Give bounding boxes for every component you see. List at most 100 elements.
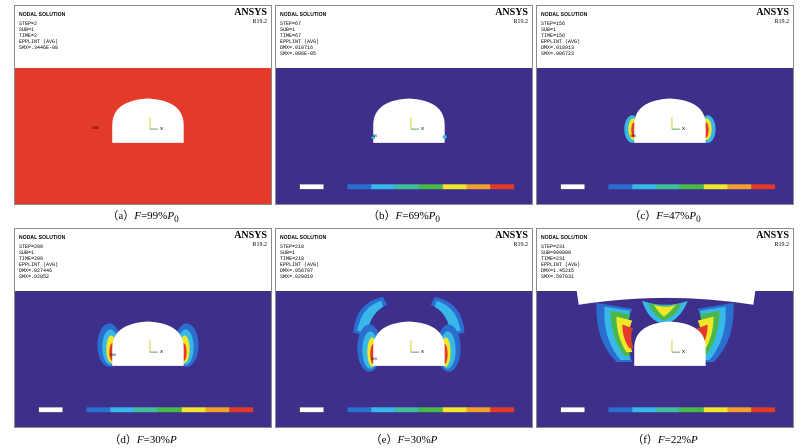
contour-field: X MX — [537, 68, 793, 204]
version-label: R19.2 — [252, 19, 267, 25]
panel-header: NODAL SOLUTION STEP=156 SUB=1 TIME=156 E… — [537, 6, 793, 68]
version-label: R19.2 — [252, 242, 267, 248]
info-line: STEP=218 — [280, 244, 305, 250]
version-label: R19.2 — [774, 242, 789, 248]
info-line: EPPLINT (AVG) — [541, 39, 581, 45]
tunnel-opening — [112, 321, 184, 366]
marker-label: MX — [110, 352, 116, 357]
caption-f: （f）F=22%P — [632, 434, 698, 446]
marker-label: MX — [630, 133, 636, 138]
info-line: TIME=231 — [541, 256, 566, 262]
panel-title: NODAL SOLUTION — [19, 235, 66, 241]
contour-field: X MX — [15, 291, 271, 427]
color-legend — [299, 407, 515, 413]
panel-e: NODAL SOLUTION STEP=218 SUB=1 TIME=218 E… — [275, 228, 533, 428]
panel-header: NODAL SOLUTION STEP=209 SUB=1 TIME=209 E… — [15, 229, 271, 291]
info-line: DMX=.056707 — [280, 268, 314, 274]
info-line: STEP=156 — [541, 21, 566, 27]
panel-info: STEP=231 SUB=999999 TIME=231 EPPLINT (AV… — [541, 244, 580, 280]
x-axis-label: X — [160, 349, 164, 355]
color-legend — [560, 407, 776, 413]
info-line: STEP=2 — [19, 21, 38, 27]
panel-title: NODAL SOLUTION — [280, 12, 327, 18]
tunnel-opening — [634, 98, 706, 143]
info-line: SUB=1 — [19, 250, 35, 256]
tunnel-opening — [373, 98, 445, 143]
contour-plot: X MX — [15, 291, 271, 427]
info-line: EPPLINT (AVG) — [280, 39, 320, 45]
panel-info: STEP=156 SUB=1 TIME=156 EPPLINT (AVG) DM… — [541, 21, 580, 57]
panel-d: NODAL SOLUTION STEP=209 SUB=1 TIME=209 E… — [14, 228, 272, 428]
caption-b: （b）F=69%P0 — [368, 210, 440, 225]
panel-info: STEP=209 SUB=1 TIME=209 EPPLINT (AVG) DM… — [19, 244, 58, 280]
ansys-logo: ANSYS — [234, 7, 267, 18]
x-axis-label: X — [160, 126, 164, 132]
x-axis-label: X — [421, 349, 425, 355]
info-line: DMX=.010716 — [280, 45, 314, 51]
panel-info: STEP=67 SUB=1 TIME=67 EPPLINT (AVG) DMX=… — [280, 21, 319, 57]
info-line: SMX=.3446E-08 — [19, 45, 59, 51]
x-axis-label: X — [682, 349, 686, 355]
version-label: R19.2 — [513, 242, 528, 248]
caption-d: （d）F=30%P — [109, 434, 177, 446]
contour-plot: X MN — [15, 68, 271, 204]
info-line: TIME=2 — [19, 33, 38, 39]
panel-title: NODAL SOLUTION — [19, 12, 66, 18]
ansys-logo: ANSYS — [756, 7, 789, 18]
contour-field: X MN — [15, 68, 271, 204]
info-line: SMX=.806E-05 — [280, 51, 317, 57]
x-axis-label: X — [421, 126, 425, 132]
color-legend — [299, 184, 515, 190]
info-line: SUB=1 — [280, 250, 296, 256]
info-line: EPPLINT (AVG) — [541, 262, 581, 268]
version-label: R19.2 — [513, 19, 528, 25]
ansys-logo: ANSYS — [234, 230, 267, 241]
caption-a: （a）F=99%P0 — [107, 210, 179, 225]
info-line: SUB=1 — [19, 27, 35, 33]
info-line: SMX=.02052 — [19, 274, 50, 280]
info-line: SMX=.029919 — [280, 274, 314, 280]
panel-header: NODAL SOLUTION STEP=2 SUB=1 TIME=2 EPPLI… — [15, 6, 271, 68]
tunnel-opening — [373, 321, 445, 366]
marker-label: MN — [92, 125, 98, 130]
panel-header: NODAL SOLUTION STEP=231 SUB=999999 TIME=… — [537, 229, 793, 291]
contour-field: X MX — [276, 68, 532, 204]
marker-label: MX — [371, 356, 377, 361]
x-axis-label: X — [682, 126, 686, 132]
info-line: TIME=218 — [280, 256, 305, 262]
info-line: SUB=999999 — [541, 250, 572, 256]
info-line: EPPLINT (AVG) — [19, 262, 59, 268]
version-label: R19.2 — [774, 19, 789, 25]
marker-label: MX — [371, 133, 377, 138]
stress-spot — [371, 135, 376, 139]
panel-b: NODAL SOLUTION STEP=67 SUB=1 TIME=67 EPP… — [275, 5, 533, 205]
panel-header: NODAL SOLUTION STEP=218 SUB=1 TIME=218 E… — [276, 229, 532, 291]
panel-title: NODAL SOLUTION — [280, 235, 327, 241]
panel-info: STEP=218 SUB=1 TIME=218 EPPLINT (AVG) DM… — [280, 244, 319, 280]
panel-f: NODAL SOLUTION STEP=231 SUB=999999 TIME=… — [536, 228, 794, 428]
info-line: STEP=67 — [280, 21, 302, 27]
color-legend — [560, 184, 776, 190]
info-line: TIME=156 — [541, 33, 566, 39]
contour-field: X — [537, 291, 793, 427]
info-line: SUB=1 — [541, 27, 557, 33]
info-line: EPPLINT (AVG) — [280, 262, 320, 268]
info-line: EPPLINT (AVG) — [19, 39, 59, 45]
caption-e: （e）F=30%P — [370, 434, 438, 446]
info-line: SUB=1 — [280, 27, 296, 33]
panel-header: NODAL SOLUTION STEP=67 SUB=1 TIME=67 EPP… — [276, 6, 532, 68]
info-line: DMX=.018913 — [541, 45, 575, 51]
caption-c: （c）F=47%P0 — [629, 210, 701, 225]
info-line: SMX=.597031 — [541, 274, 575, 280]
contour-plot: X MX — [276, 68, 532, 204]
ansys-logo: ANSYS — [756, 230, 789, 241]
info-line: STEP=231 — [541, 244, 566, 250]
ansys-logo: ANSYS — [495, 230, 528, 241]
panel-title: NODAL SOLUTION — [541, 235, 588, 241]
info-line: TIME=67 — [280, 33, 302, 39]
info-line: STEP=209 — [19, 244, 44, 250]
color-legend — [38, 407, 254, 413]
contour-plot: X — [537, 291, 793, 427]
contour-plot: X MX — [276, 291, 532, 427]
panel-c: NODAL SOLUTION STEP=156 SUB=1 TIME=156 E… — [536, 5, 794, 205]
